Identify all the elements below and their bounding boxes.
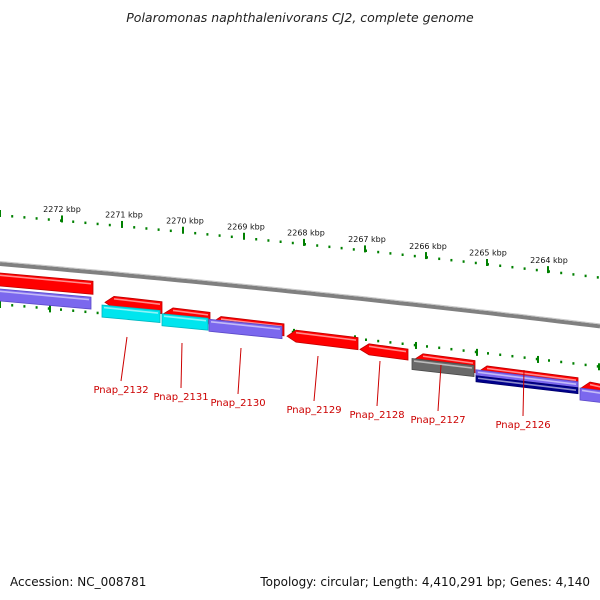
backbone-highlight <box>0 261 600 325</box>
gene-block-gloss <box>103 306 159 314</box>
gene-label: Pnap_2127 <box>410 415 465 426</box>
gene-block <box>101 304 161 323</box>
outer-ruler <box>0 210 599 279</box>
gene-block <box>475 375 579 395</box>
gene-arrow-gloss <box>368 345 407 353</box>
label-leader-line <box>376 360 381 407</box>
gene-block <box>0 288 92 310</box>
kbp-labels: 2272 kbp 2271 kbp 2270 kbp 2269 kbp 2268 kbp… <box>43 205 568 265</box>
gene-arrow-gloss <box>220 318 283 328</box>
gene-arrow <box>286 329 359 351</box>
gene-arrow-gloss <box>295 331 357 341</box>
ruler-kbp-label: 2269 kbp <box>227 222 265 231</box>
gene-label: Pnap_2130 <box>210 398 265 409</box>
backbone-line <box>0 262 600 329</box>
gene-block-gloss <box>477 377 577 392</box>
ruler-kbp-label: 2271 kbp <box>105 211 143 220</box>
gene-arrow <box>0 272 94 295</box>
gene-label: Pnap_2131 <box>153 392 208 403</box>
gene-arrow-gloss <box>0 274 92 285</box>
accession-text: Accession: NC_008781 <box>10 575 147 589</box>
label-leaders <box>120 336 525 417</box>
ruler-kbp-label: 2272 kbp <box>43 205 81 214</box>
gene-arrow-gloss <box>589 383 600 388</box>
gene-arrow <box>359 343 409 361</box>
genome-title: Polaromonas naphthalenivorans CJ2, compl… <box>126 10 474 25</box>
gene-label: Pnap_2126 <box>495 420 550 431</box>
ruler-kbp-label: 2266 kbp <box>409 242 447 251</box>
gene-block-gloss <box>413 360 473 369</box>
gene-block-gloss <box>210 320 281 330</box>
label-leader-line <box>180 342 183 389</box>
gene-arrow-gloss <box>486 367 577 382</box>
gene-arrow-body <box>0 272 94 295</box>
gene-label: Pnap_2128 <box>349 410 404 421</box>
backbone-track <box>0 261 600 329</box>
ruler-kbp-label: 2264 kbp <box>530 256 568 265</box>
gene-features <box>0 272 600 403</box>
gene-arrow-gloss <box>172 309 209 316</box>
gene-block <box>579 387 600 403</box>
gene-label: Pnap_2129 <box>286 405 341 416</box>
gene-label: Pnap_2132 <box>93 385 148 396</box>
label-leader-line <box>120 336 128 382</box>
ruler-kbp-label: 2267 kbp <box>348 235 386 244</box>
label-leader-line <box>437 364 442 412</box>
gene-block-gloss <box>0 290 90 301</box>
ruler-kbp-label: 2265 kbp <box>469 249 507 258</box>
gene-block-gloss <box>163 315 207 322</box>
gene-block <box>161 313 209 331</box>
gene-arrow-gloss <box>422 355 474 364</box>
label-leader-line <box>313 355 319 402</box>
gene-block <box>411 358 475 377</box>
label-leader-line <box>522 369 525 417</box>
genome-summary-text: Topology: circular; Length: 4,410,291 bp… <box>260 575 590 589</box>
ruler-kbp-label: 2270 kbp <box>166 216 204 225</box>
label-leader-line <box>237 347 242 395</box>
gene-arrow-body <box>286 329 359 351</box>
gene-block <box>208 318 283 340</box>
ruler-kbp-label: 2268 kbp <box>287 229 325 238</box>
gene-arrow-body <box>359 343 409 361</box>
gene-block-gloss <box>477 371 577 386</box>
gene-arrow-gloss <box>113 298 161 306</box>
